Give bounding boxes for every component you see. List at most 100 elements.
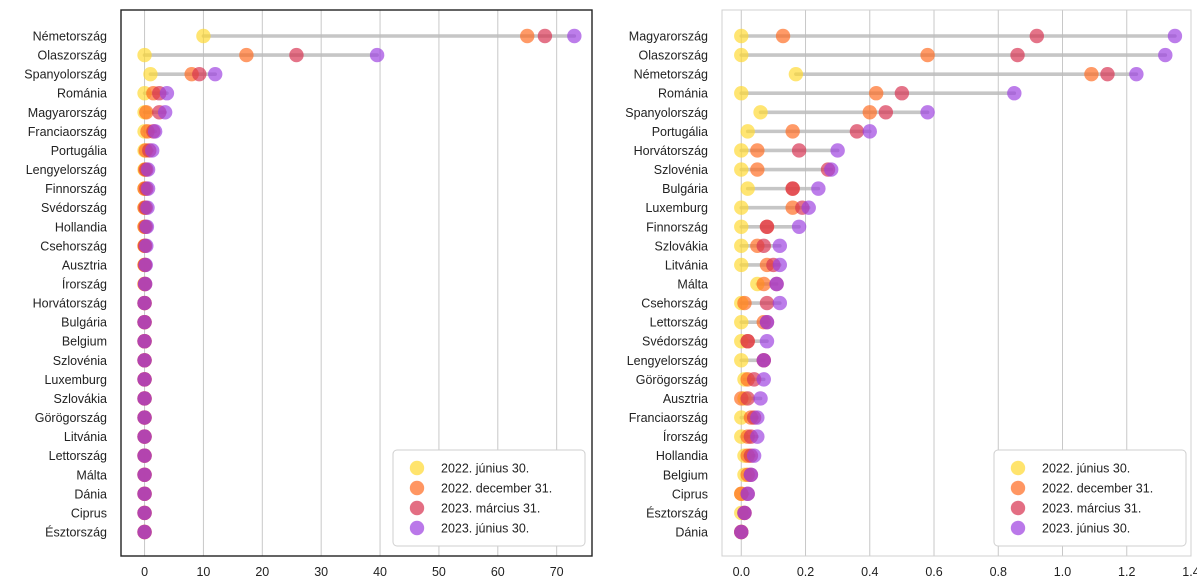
data-point xyxy=(920,47,935,63)
data-point xyxy=(567,28,582,44)
category-label: Franciaország xyxy=(629,411,708,425)
category-label: Portugália xyxy=(652,125,708,139)
data-point xyxy=(137,505,152,521)
category-label: Málta xyxy=(76,468,107,482)
data-point xyxy=(785,181,800,196)
x-tick-label: 10 xyxy=(196,565,210,579)
data-point xyxy=(145,143,160,158)
category-label: Szlovákia xyxy=(655,239,709,253)
data-point xyxy=(734,524,749,540)
x-tick-label: 0.4 xyxy=(861,565,878,579)
data-point xyxy=(1029,28,1045,44)
category-label: Svédország xyxy=(41,201,107,215)
legend-label: 2022. december 31. xyxy=(441,482,552,496)
data-point xyxy=(756,238,771,254)
category-label: Litvánia xyxy=(665,258,708,272)
data-point xyxy=(137,47,152,63)
x-tick-label: 70 xyxy=(550,565,564,579)
data-point xyxy=(1158,47,1173,63)
category-label: Hollandia xyxy=(656,449,708,463)
x-tick-label: 40 xyxy=(373,565,387,579)
data-point xyxy=(750,410,765,425)
data-point xyxy=(756,353,771,368)
data-point xyxy=(759,334,775,349)
category-label: Svédország xyxy=(642,335,708,349)
category-label: Ciprus xyxy=(71,506,107,520)
category-label: Bulgária xyxy=(61,316,107,330)
data-point xyxy=(759,219,775,234)
data-point xyxy=(753,105,768,120)
data-point xyxy=(137,429,152,444)
data-point xyxy=(862,124,877,139)
data-point xyxy=(140,181,156,196)
data-point xyxy=(734,162,749,177)
category-label: Lettország xyxy=(49,449,107,463)
legend-swatch xyxy=(409,480,425,496)
category-label: Lengyelország xyxy=(26,163,107,177)
chart-panel-left: 0 10 20 30 40 50 60 70 Németország Olaszország Spa… xyxy=(24,9,593,579)
category-label: Málta xyxy=(677,278,708,292)
data-point xyxy=(811,181,826,196)
category-label: Horvátország xyxy=(33,297,107,311)
category-label: Szlovákia xyxy=(54,392,108,406)
category-label: Lettország xyxy=(650,316,708,330)
data-point xyxy=(137,295,152,311)
data-point xyxy=(772,257,788,273)
legend-label: 2023. június 30. xyxy=(1042,522,1130,536)
data-point xyxy=(1010,47,1025,63)
data-point xyxy=(878,105,894,120)
data-point xyxy=(862,105,877,120)
data-point xyxy=(750,143,765,158)
data-point xyxy=(137,314,152,330)
data-point xyxy=(894,86,910,101)
data-point xyxy=(137,334,152,349)
data-point xyxy=(750,429,765,444)
legend-swatch xyxy=(1010,460,1026,476)
data-point xyxy=(239,47,254,63)
category-label: Olaszország xyxy=(639,49,709,63)
category-label: Magyarország xyxy=(28,106,107,120)
data-point xyxy=(734,200,749,215)
category-label: Írország xyxy=(62,277,107,292)
category-label: Dánia xyxy=(74,487,107,501)
x-tick-label: 0.0 xyxy=(733,565,750,579)
data-point xyxy=(737,295,752,311)
category-label: Luxemburg xyxy=(645,201,708,215)
category-label: Ausztria xyxy=(663,392,708,406)
category-label: Belgium xyxy=(62,335,107,349)
data-point xyxy=(137,467,152,482)
data-point xyxy=(208,66,223,82)
data-point xyxy=(824,162,839,177)
data-point xyxy=(734,28,749,44)
category-label: Belgium xyxy=(663,468,708,482)
data-point xyxy=(753,391,768,406)
legend-label: 2023. március 31. xyxy=(1042,502,1141,516)
data-point xyxy=(759,314,775,330)
category-label: Csehország xyxy=(40,239,107,253)
category-label: Ciprus xyxy=(672,487,708,501)
data-point xyxy=(750,162,765,177)
data-point xyxy=(137,276,153,292)
data-point xyxy=(734,86,749,101)
data-point xyxy=(137,448,152,463)
data-point xyxy=(775,28,791,44)
data-point xyxy=(849,124,865,139)
category-label: Észtország xyxy=(646,505,708,520)
x-tick-label: 1.0 xyxy=(1054,565,1071,579)
category-label: Franciaország xyxy=(28,125,107,139)
category-label: Szlovénia xyxy=(53,354,107,368)
data-point xyxy=(734,314,749,330)
legend-label: 2023. március 31. xyxy=(441,502,540,516)
data-point xyxy=(1167,28,1183,44)
data-point xyxy=(137,524,152,540)
data-point xyxy=(140,162,156,177)
x-tick-label: 0.2 xyxy=(797,565,814,579)
legend-label: 2022. június 30. xyxy=(1042,462,1130,476)
data-point xyxy=(192,66,207,82)
category-label: Románia xyxy=(658,87,708,101)
data-point xyxy=(1100,66,1115,82)
x-tick-label: 0.8 xyxy=(990,565,1007,579)
legend-swatch xyxy=(1010,500,1026,516)
data-point xyxy=(520,28,535,44)
